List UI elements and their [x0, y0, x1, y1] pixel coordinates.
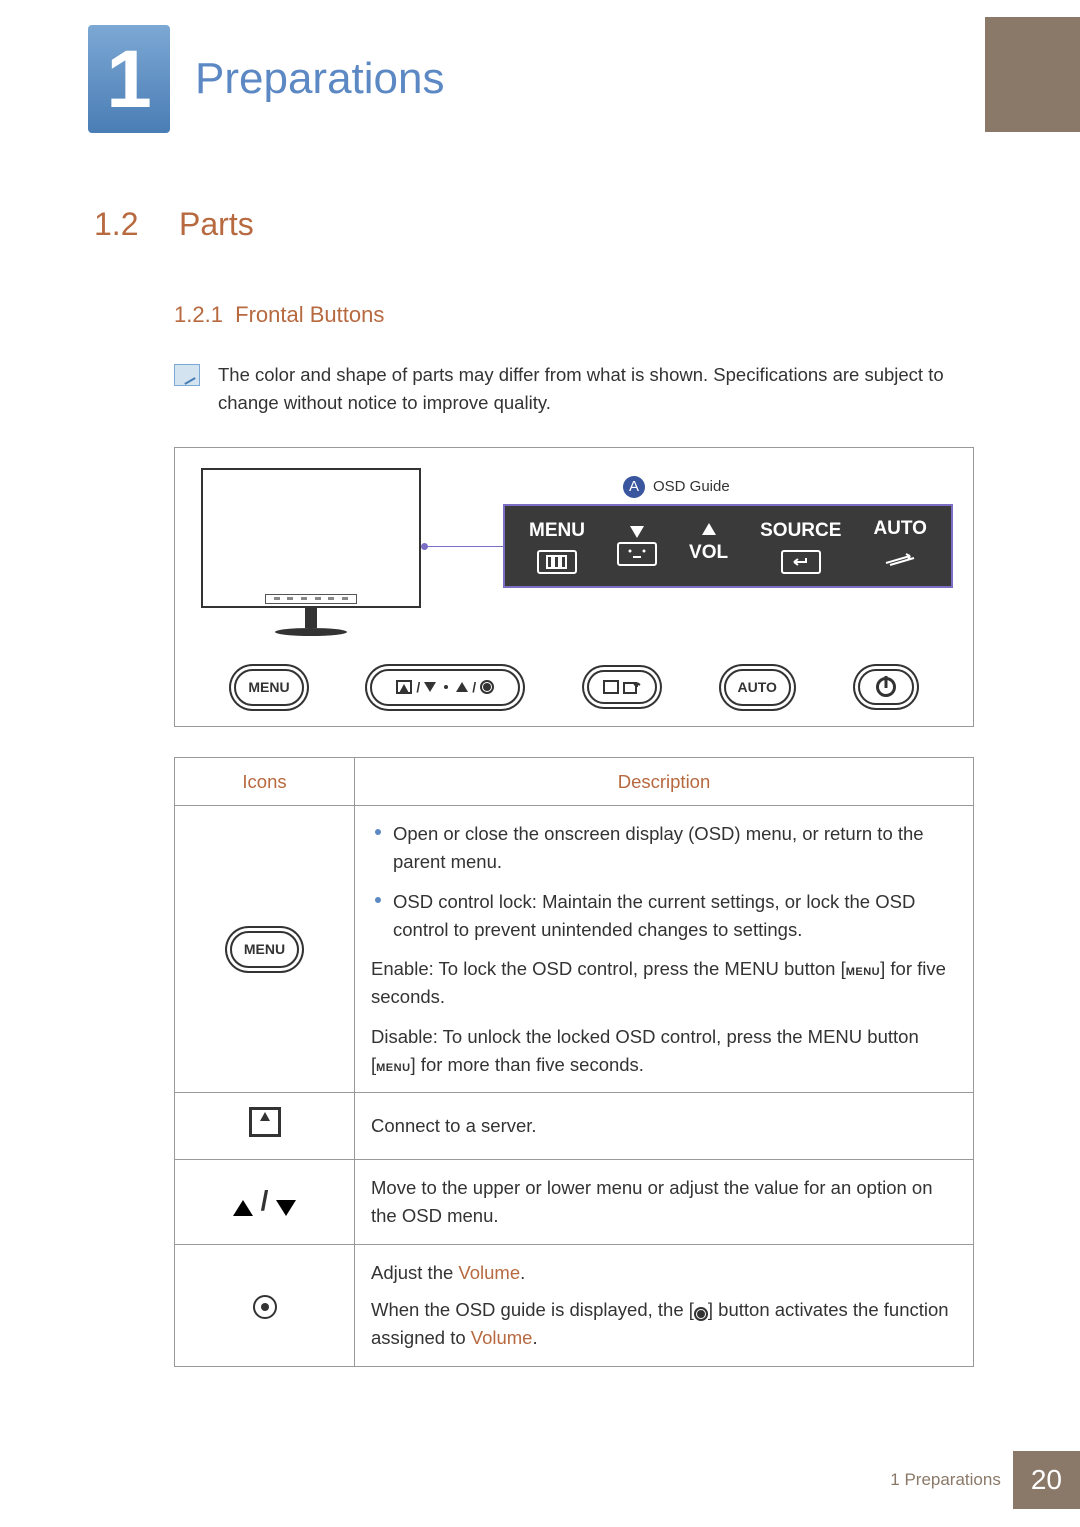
- table-row: MENU Open or close the onscreen display …: [175, 806, 974, 1093]
- subsection-number: 1.2.1: [174, 302, 223, 327]
- header-icons: Icons: [175, 757, 355, 806]
- table-row: / Move to the upper or lower menu or adj…: [175, 1160, 974, 1245]
- desc-cell-menu: Open or close the onscreen display (OSD)…: [355, 806, 974, 1093]
- volume-highlight: Volume: [471, 1327, 533, 1348]
- icons-description-table: Icons Description MENU Open or close the…: [174, 757, 974, 1367]
- inline-dot-circle-icon: [694, 1307, 708, 1321]
- t: ] for more than five seconds.: [411, 1054, 644, 1075]
- auto-slash-icon: [884, 548, 916, 577]
- zoom-source-button: SOURCE: [760, 506, 841, 586]
- section-title: Parts: [179, 200, 254, 248]
- note-block: The color and shape of parts may differ …: [174, 361, 974, 417]
- icon-cell-volume: [175, 1244, 355, 1366]
- desc-cell-connect: Connect to a server.: [355, 1093, 974, 1160]
- volume-highlight: Volume: [458, 1262, 520, 1283]
- up-triangle-icon: [702, 523, 716, 535]
- footer-text: 1 Preparations: [890, 1467, 1001, 1493]
- minimize-icon: [617, 542, 657, 566]
- zoom-menu-label: MENU: [529, 517, 585, 546]
- page-footer: 1 Preparations 20: [890, 1451, 1080, 1509]
- zoom-auto-label: AUTO: [873, 515, 926, 544]
- menu-enable-text: Enable: To lock the OSD control, press t…: [371, 955, 957, 1011]
- table-row: Connect to a server.: [175, 1093, 974, 1160]
- t: .: [520, 1262, 525, 1283]
- connect-icon: [249, 1107, 281, 1137]
- note-icon: [174, 364, 200, 386]
- up-triangle-icon: [233, 1200, 253, 1216]
- menu-bullet-2: OSD control lock: Maintain the current s…: [371, 888, 957, 944]
- source-oval-button: [587, 670, 657, 704]
- monitor-base: [275, 628, 347, 636]
- source-icon-1: [603, 680, 619, 694]
- zoom-vol-label: VOL: [689, 539, 728, 568]
- page-content: 1.2 Parts 1.2.1 Frontal Buttons The colo…: [94, 200, 974, 1367]
- desc-cell-updown: Move to the upper or lower menu or adjus…: [355, 1160, 974, 1245]
- t: .: [532, 1327, 537, 1348]
- menu-oval-icon: MENU: [230, 931, 299, 968]
- auto-oval-button: AUTO: [724, 669, 791, 706]
- zoom-source-label: SOURCE: [760, 517, 841, 546]
- dot-sep-icon: [444, 685, 448, 689]
- diagram: A OSD Guide MENU VOL: [174, 447, 974, 727]
- subsection-title: 1.2.1 Frontal Buttons: [174, 298, 974, 331]
- down-small-icon: [424, 682, 436, 692]
- subsection-title-text: Frontal Buttons: [235, 302, 384, 327]
- chapter-title: Preparations: [195, 46, 444, 112]
- osd-badge-a: A: [623, 476, 645, 498]
- note-text: The color and shape of parts may differ …: [218, 361, 974, 417]
- inline-menu-label: MENU: [376, 1062, 410, 1074]
- icon-cell-menu: MENU: [175, 806, 355, 1093]
- zoom-panel: MENU VOL SOURCE: [503, 504, 953, 588]
- power-icon: [876, 677, 896, 697]
- slash-sep: /: [261, 1185, 269, 1216]
- header-description: Description: [355, 757, 974, 806]
- zoom-down-button: [617, 506, 657, 586]
- osd-guide-text: OSD Guide: [653, 476, 730, 499]
- inline-menu-label: MENU: [846, 966, 880, 978]
- subsection: 1.2.1 Frontal Buttons The color and shap…: [174, 298, 974, 1367]
- up-small-icon: [456, 682, 468, 692]
- table-row: Adjust the Volume. When the OSD guide is…: [175, 1244, 974, 1366]
- dot-circle-small-icon: [480, 680, 494, 694]
- icon-cell-connect: [175, 1093, 355, 1160]
- top-right-accent: [985, 17, 1080, 132]
- monitor-outline: [201, 468, 421, 608]
- osd-guide-label: A OSD Guide: [623, 476, 730, 499]
- menu-disable-text: Disable: To unlock the locked OSD contro…: [371, 1023, 957, 1079]
- t: Enable: To lock the OSD control, press t…: [371, 958, 846, 979]
- zoom-up-button: VOL: [689, 506, 728, 586]
- menu-bullet-1: Open or close the onscreen display (OSD)…: [371, 820, 957, 876]
- down-triangle-icon: [276, 1200, 296, 1216]
- zoom-auto-button: AUTO: [873, 506, 926, 586]
- dot-circle-icon: [253, 1295, 277, 1319]
- bottom-button-row: MENU / / AUTO: [175, 669, 973, 706]
- zoom-menu-button: MENU: [529, 506, 585, 586]
- menu-icon: [537, 550, 577, 574]
- desc-cell-volume: Adjust the Volume. When the OSD guide is…: [355, 1244, 974, 1366]
- monitor-button-strip: [265, 594, 357, 604]
- nav-oval-button: / /: [370, 669, 520, 706]
- chapter-header: 1 Preparations: [88, 25, 444, 133]
- enter-icon: [781, 550, 821, 574]
- monitor-stand: [305, 608, 317, 628]
- zoom-connector-line: [421, 546, 503, 547]
- t: Adjust the: [371, 1262, 458, 1283]
- down-triangle-icon: [630, 526, 644, 538]
- chapter-number-box: 1: [88, 25, 170, 133]
- source-icon-2: [623, 680, 641, 694]
- t: When the OSD guide is displayed, the [: [371, 1299, 694, 1320]
- menu-oval-button: MENU: [234, 669, 303, 706]
- icon-cell-updown: /: [175, 1160, 355, 1245]
- connect-small-icon: [396, 680, 412, 694]
- table-header-row: Icons Description: [175, 757, 974, 806]
- section-number: 1.2: [94, 200, 174, 248]
- footer-page-number: 20: [1013, 1451, 1080, 1509]
- power-oval-button: [858, 669, 914, 705]
- section-heading: 1.2 Parts: [94, 200, 974, 248]
